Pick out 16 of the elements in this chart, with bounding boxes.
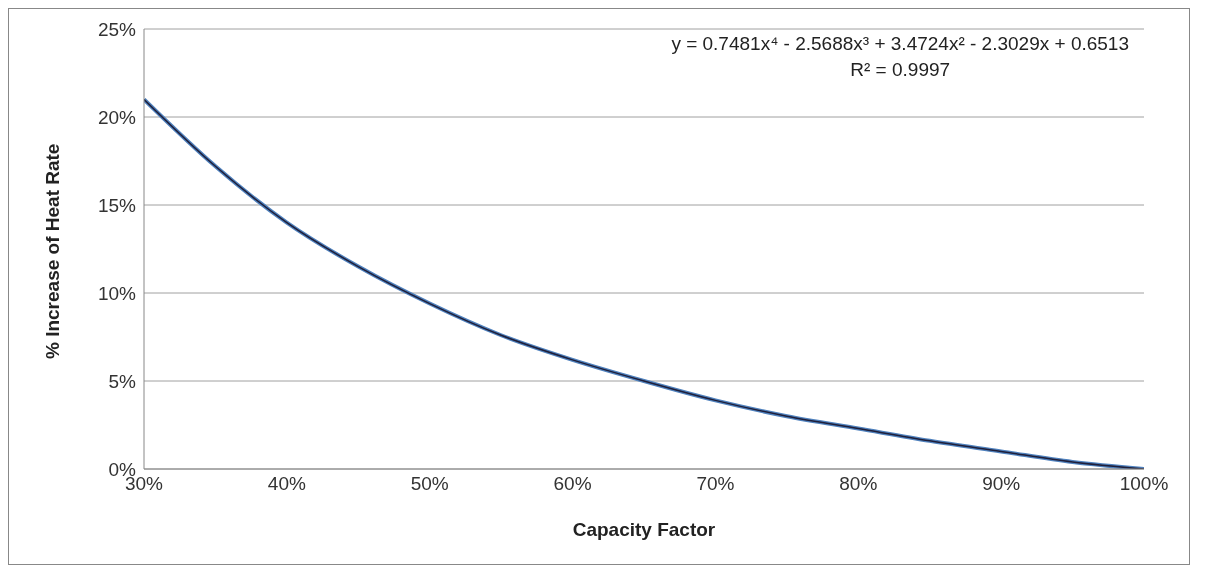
y-tick-label: 25% [97,18,137,40]
y-tick-label: 15% [97,194,137,216]
x-tick-label: 60% [553,473,592,495]
x-axis-title: Capacity Factor [572,519,716,540]
x-tick-label: 50% [410,473,449,495]
x-tick-label: 80% [839,473,878,495]
x-tick-label: 40% [267,473,306,495]
y-tick-label: 10% [97,282,137,304]
x-tick-label: 90% [982,473,1021,495]
x-tick-label: 100% [1119,473,1169,495]
annotation: R² = 0.9997 [849,58,952,82]
y-tick-label: 5% [108,370,137,392]
annotation: y = 0.7481x⁴ - 2.5688x³ + 3.4724x² - 2.3029x + 0.6513 [671,32,1129,56]
y-tick-label: 20% [97,106,137,128]
x-tick-label: 70% [696,473,735,495]
y-axis-title: % Increase of Heat Rate [41,143,63,359]
